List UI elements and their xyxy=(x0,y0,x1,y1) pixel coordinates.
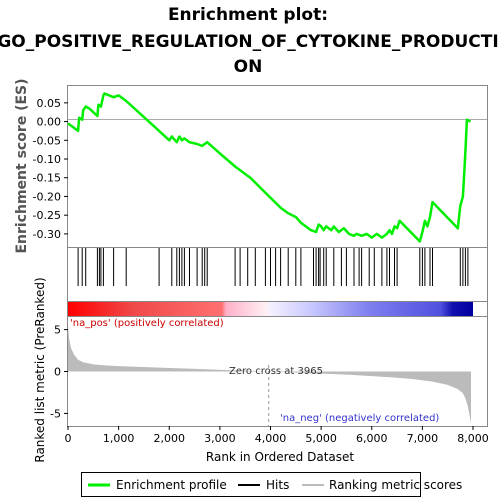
title-line-2: GO_POSITIVE_REGULATION_OF_CYTOKINE_PRODU… xyxy=(0,32,499,52)
rank-x-tick-label: 2,000 xyxy=(154,432,186,445)
hits-marks xyxy=(77,248,469,286)
rank-x-tick-label: 7,000 xyxy=(407,432,439,445)
title-line-3: ON xyxy=(234,57,263,77)
zero-cross-label: Zero cross at 3965 xyxy=(229,366,323,377)
es-axis-label: Enrichment score (ES) xyxy=(14,78,30,253)
legend: Enrichment profile Hits Ranking metric s… xyxy=(81,472,462,497)
ranking-metric-area xyxy=(68,325,471,424)
es-y-tick-label: -0.20 xyxy=(33,190,61,203)
es-y-tick-label: 0.00 xyxy=(37,116,62,129)
rank-x-tick-label: 1,000 xyxy=(103,432,135,445)
es-y-tick-label: -0.05 xyxy=(33,134,61,147)
es-y-tick-label: -0.10 xyxy=(33,153,61,166)
ranking-heat-band xyxy=(68,301,473,316)
legend-ranking-label: Ranking metric scores xyxy=(329,478,462,492)
es-y-tick-label: 0.05 xyxy=(37,97,62,110)
rank-x-tick-label: 8,000 xyxy=(457,432,489,445)
hits-panel-frame xyxy=(67,247,488,302)
rank-x-tick-label: 3,000 xyxy=(204,432,236,445)
enrichment-profile-line xyxy=(67,92,472,243)
rank-x-tick-label: 0 xyxy=(65,432,72,445)
legend-enrichment-label: Enrichment profile xyxy=(116,478,227,492)
rank-x-ticks: 0 1,000 2,000 3,000 4,000 5,000 6,000 7,000 8,00… xyxy=(65,426,489,445)
es-y-tick-label: -0.30 xyxy=(33,228,61,241)
rank-x-axis-label: Rank in Ordered Dataset xyxy=(206,450,354,464)
pos-correlated-label: 'na_pos' (positively correlated) xyxy=(70,318,224,329)
rank-y-tick-label: 5 xyxy=(54,324,61,337)
neg-correlated-label: 'na_neg' (negatively correlated) xyxy=(280,413,439,424)
es-y-ticks: 0.05 0.00 -0.05 -0.10 -0.15 -0.20 -0.25 -0.30 xyxy=(33,97,68,241)
rank-y-ticks: 5 0 -5 xyxy=(50,324,68,420)
rank-y-tick-label: 0 xyxy=(54,366,61,379)
rank-x-tick-label: 5,000 xyxy=(305,432,337,445)
es-y-tick-label: -0.15 xyxy=(33,172,61,185)
legend-hits-label: Hits xyxy=(266,478,289,492)
rank-y-axis-label: Ranked list metric (PreRanked) xyxy=(33,277,47,462)
es-y-tick-label: -0.25 xyxy=(33,209,61,222)
title-line-1: Enrichment plot: xyxy=(168,5,328,25)
rank-x-tick-label: 4,000 xyxy=(255,432,287,445)
rank-x-tick-label: 6,000 xyxy=(356,432,388,445)
rank-y-tick-label: -5 xyxy=(50,407,61,420)
